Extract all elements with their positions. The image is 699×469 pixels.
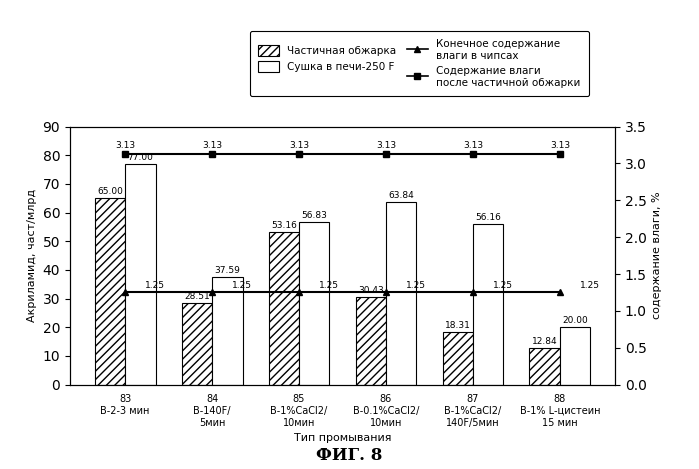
Text: 37.59: 37.59 xyxy=(215,266,240,275)
Bar xyxy=(212,277,243,385)
Text: 1.25: 1.25 xyxy=(579,281,600,290)
Text: 1.25: 1.25 xyxy=(319,281,338,290)
Text: ФИГ. 8: ФИГ. 8 xyxy=(317,446,382,464)
X-axis label: Тип промывания: Тип промывания xyxy=(294,433,391,443)
Y-axis label: Акриламид, част/млрд: Акриламид, част/млрд xyxy=(27,189,37,322)
Bar xyxy=(94,198,125,385)
Text: 3.13: 3.13 xyxy=(550,141,570,150)
Bar xyxy=(268,232,299,385)
Text: 3.13: 3.13 xyxy=(289,141,309,150)
Text: 12.84: 12.84 xyxy=(532,337,558,346)
Text: 3.13: 3.13 xyxy=(376,141,396,150)
Bar xyxy=(182,303,212,385)
Text: 3.13: 3.13 xyxy=(115,141,135,150)
Text: 77.00: 77.00 xyxy=(127,153,153,162)
Bar xyxy=(529,348,560,385)
Bar xyxy=(125,164,156,385)
Bar xyxy=(442,332,473,385)
Bar xyxy=(560,327,591,385)
Text: 56.83: 56.83 xyxy=(301,211,327,219)
Text: 53.16: 53.16 xyxy=(271,221,297,230)
Bar xyxy=(299,222,329,385)
Text: 28.51: 28.51 xyxy=(184,292,210,301)
Text: 1.25: 1.25 xyxy=(145,281,165,290)
Text: 18.31: 18.31 xyxy=(445,321,470,330)
Text: 56.16: 56.16 xyxy=(475,212,501,222)
Bar xyxy=(386,202,417,385)
Bar xyxy=(473,224,503,385)
Text: 63.84: 63.84 xyxy=(389,190,414,200)
Text: 65.00: 65.00 xyxy=(97,187,123,196)
Text: 1.25: 1.25 xyxy=(405,281,426,290)
Text: 3.13: 3.13 xyxy=(463,141,483,150)
Text: 30.43: 30.43 xyxy=(358,287,384,295)
Y-axis label: содержание влаги, %: содержание влаги, % xyxy=(652,192,663,319)
Text: 20.00: 20.00 xyxy=(562,316,588,325)
Text: 3.13: 3.13 xyxy=(202,141,222,150)
Text: 1.25: 1.25 xyxy=(231,281,252,290)
Text: 1.25: 1.25 xyxy=(493,281,512,290)
Bar xyxy=(356,297,386,385)
Legend: Частичная обжарка, Сушка в печи-250 F, Конечное содержание
влаги в чипсах, Содер: Частичная обжарка, Сушка в печи-250 F, К… xyxy=(250,31,589,96)
